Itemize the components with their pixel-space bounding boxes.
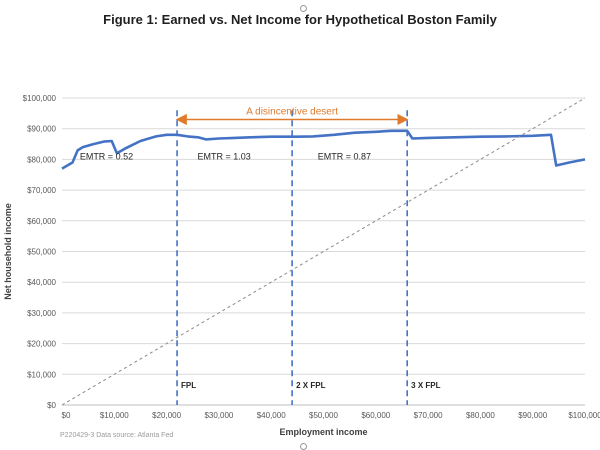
x-tick-label: $20,000 <box>152 411 181 420</box>
source-note: P220429-3 Data source: Atlanta Fed <box>60 432 174 439</box>
y-tick-label: $60,000 <box>27 217 56 226</box>
fpl-reference-label: FPL <box>181 381 196 390</box>
x-tick-label: $70,000 <box>414 411 443 420</box>
x-tick-label: $0 <box>62 411 71 420</box>
y-tick-label: $100,000 <box>23 94 57 103</box>
y-tick-label: $90,000 <box>27 125 56 134</box>
x-tick-label: $60,000 <box>361 411 390 420</box>
x-tick-label: $50,000 <box>309 411 338 420</box>
disincentive-desert-label: A disincentive desert <box>246 106 338 117</box>
x-tick-label: $90,000 <box>518 411 547 420</box>
x-tick-label: $80,000 <box>466 411 495 420</box>
top-resize-handle[interactable] <box>300 5 307 12</box>
emtr-label: EMTR = 0.52 <box>80 151 133 161</box>
net-income-line <box>61 129 586 170</box>
y-tick-label: $0 <box>47 401 56 410</box>
x-tick-label: $10,000 <box>100 411 129 420</box>
emtr-label: EMTR = 0.87 <box>318 151 371 161</box>
y-tick-label: $70,000 <box>27 186 56 195</box>
y-tick-label: $10,000 <box>27 370 56 379</box>
y-tick-label: $30,000 <box>27 309 56 318</box>
x-tick-label: $30,000 <box>204 411 233 420</box>
y-axis-title: Net household income <box>3 203 13 300</box>
y-tick-label: $80,000 <box>27 155 56 164</box>
emtr-label: EMTR = 1.03 <box>197 151 250 161</box>
y-tick-label: $50,000 <box>27 248 56 257</box>
y-tick-label: $40,000 <box>27 278 56 287</box>
x-tick-label: $40,000 <box>257 411 286 420</box>
fpl-reference-label: 2 X FPL <box>296 381 325 390</box>
figure-title: Figure 1: Earned vs. Net Income for Hypo… <box>103 12 497 27</box>
y-tick-label: $20,000 <box>27 340 56 349</box>
diagonal-reference-line <box>61 97 586 406</box>
x-tick-label: $100,000 <box>568 411 600 420</box>
fpl-reference-label: 3 X FPL <box>411 381 440 390</box>
x-axis-title: Employment income <box>279 427 367 437</box>
